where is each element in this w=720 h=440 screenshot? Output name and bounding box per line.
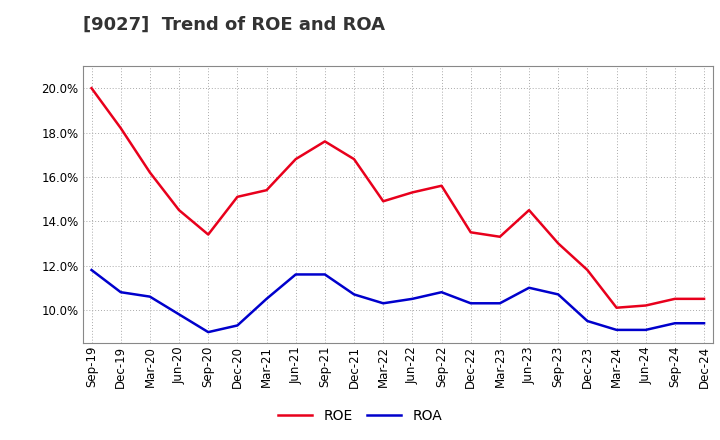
ROA <box>292 272 300 277</box>
ROE <box>554 241 562 246</box>
ROE <box>292 157 300 162</box>
ROE <box>467 230 475 235</box>
ROE <box>350 157 359 162</box>
ROE <box>262 187 271 193</box>
ROE <box>204 232 212 237</box>
ROA <box>262 296 271 301</box>
ROA <box>642 327 650 333</box>
ROE <box>642 303 650 308</box>
ROA <box>350 292 359 297</box>
ROE <box>175 208 184 213</box>
ROE <box>700 296 708 301</box>
ROA <box>583 319 592 324</box>
ROE <box>408 190 417 195</box>
ROE <box>437 183 446 188</box>
ROA <box>87 268 96 273</box>
ROE <box>320 139 329 144</box>
ROE <box>495 234 504 239</box>
ROA <box>379 301 387 306</box>
ROA <box>670 321 679 326</box>
ROA <box>700 321 708 326</box>
ROA <box>117 290 125 295</box>
ROE <box>670 296 679 301</box>
ROE <box>612 305 621 310</box>
ROE <box>525 208 534 213</box>
ROA <box>408 296 417 301</box>
Legend: ROE, ROA: ROE, ROA <box>272 403 448 429</box>
ROA <box>145 294 154 299</box>
ROA <box>554 292 562 297</box>
ROE <box>117 125 125 131</box>
Text: [9027]  Trend of ROE and ROA: [9027] Trend of ROE and ROA <box>83 15 384 33</box>
ROE <box>233 194 242 199</box>
ROA <box>233 323 242 328</box>
ROA <box>525 285 534 290</box>
ROE <box>145 170 154 175</box>
Line: ROE: ROE <box>91 88 704 308</box>
ROA <box>320 272 329 277</box>
Line: ROA: ROA <box>91 270 704 332</box>
ROA <box>175 312 184 317</box>
ROA <box>467 301 475 306</box>
ROE <box>583 268 592 273</box>
ROA <box>437 290 446 295</box>
ROA <box>204 330 212 335</box>
ROE <box>87 85 96 91</box>
ROA <box>495 301 504 306</box>
ROA <box>612 327 621 333</box>
ROE <box>379 198 387 204</box>
